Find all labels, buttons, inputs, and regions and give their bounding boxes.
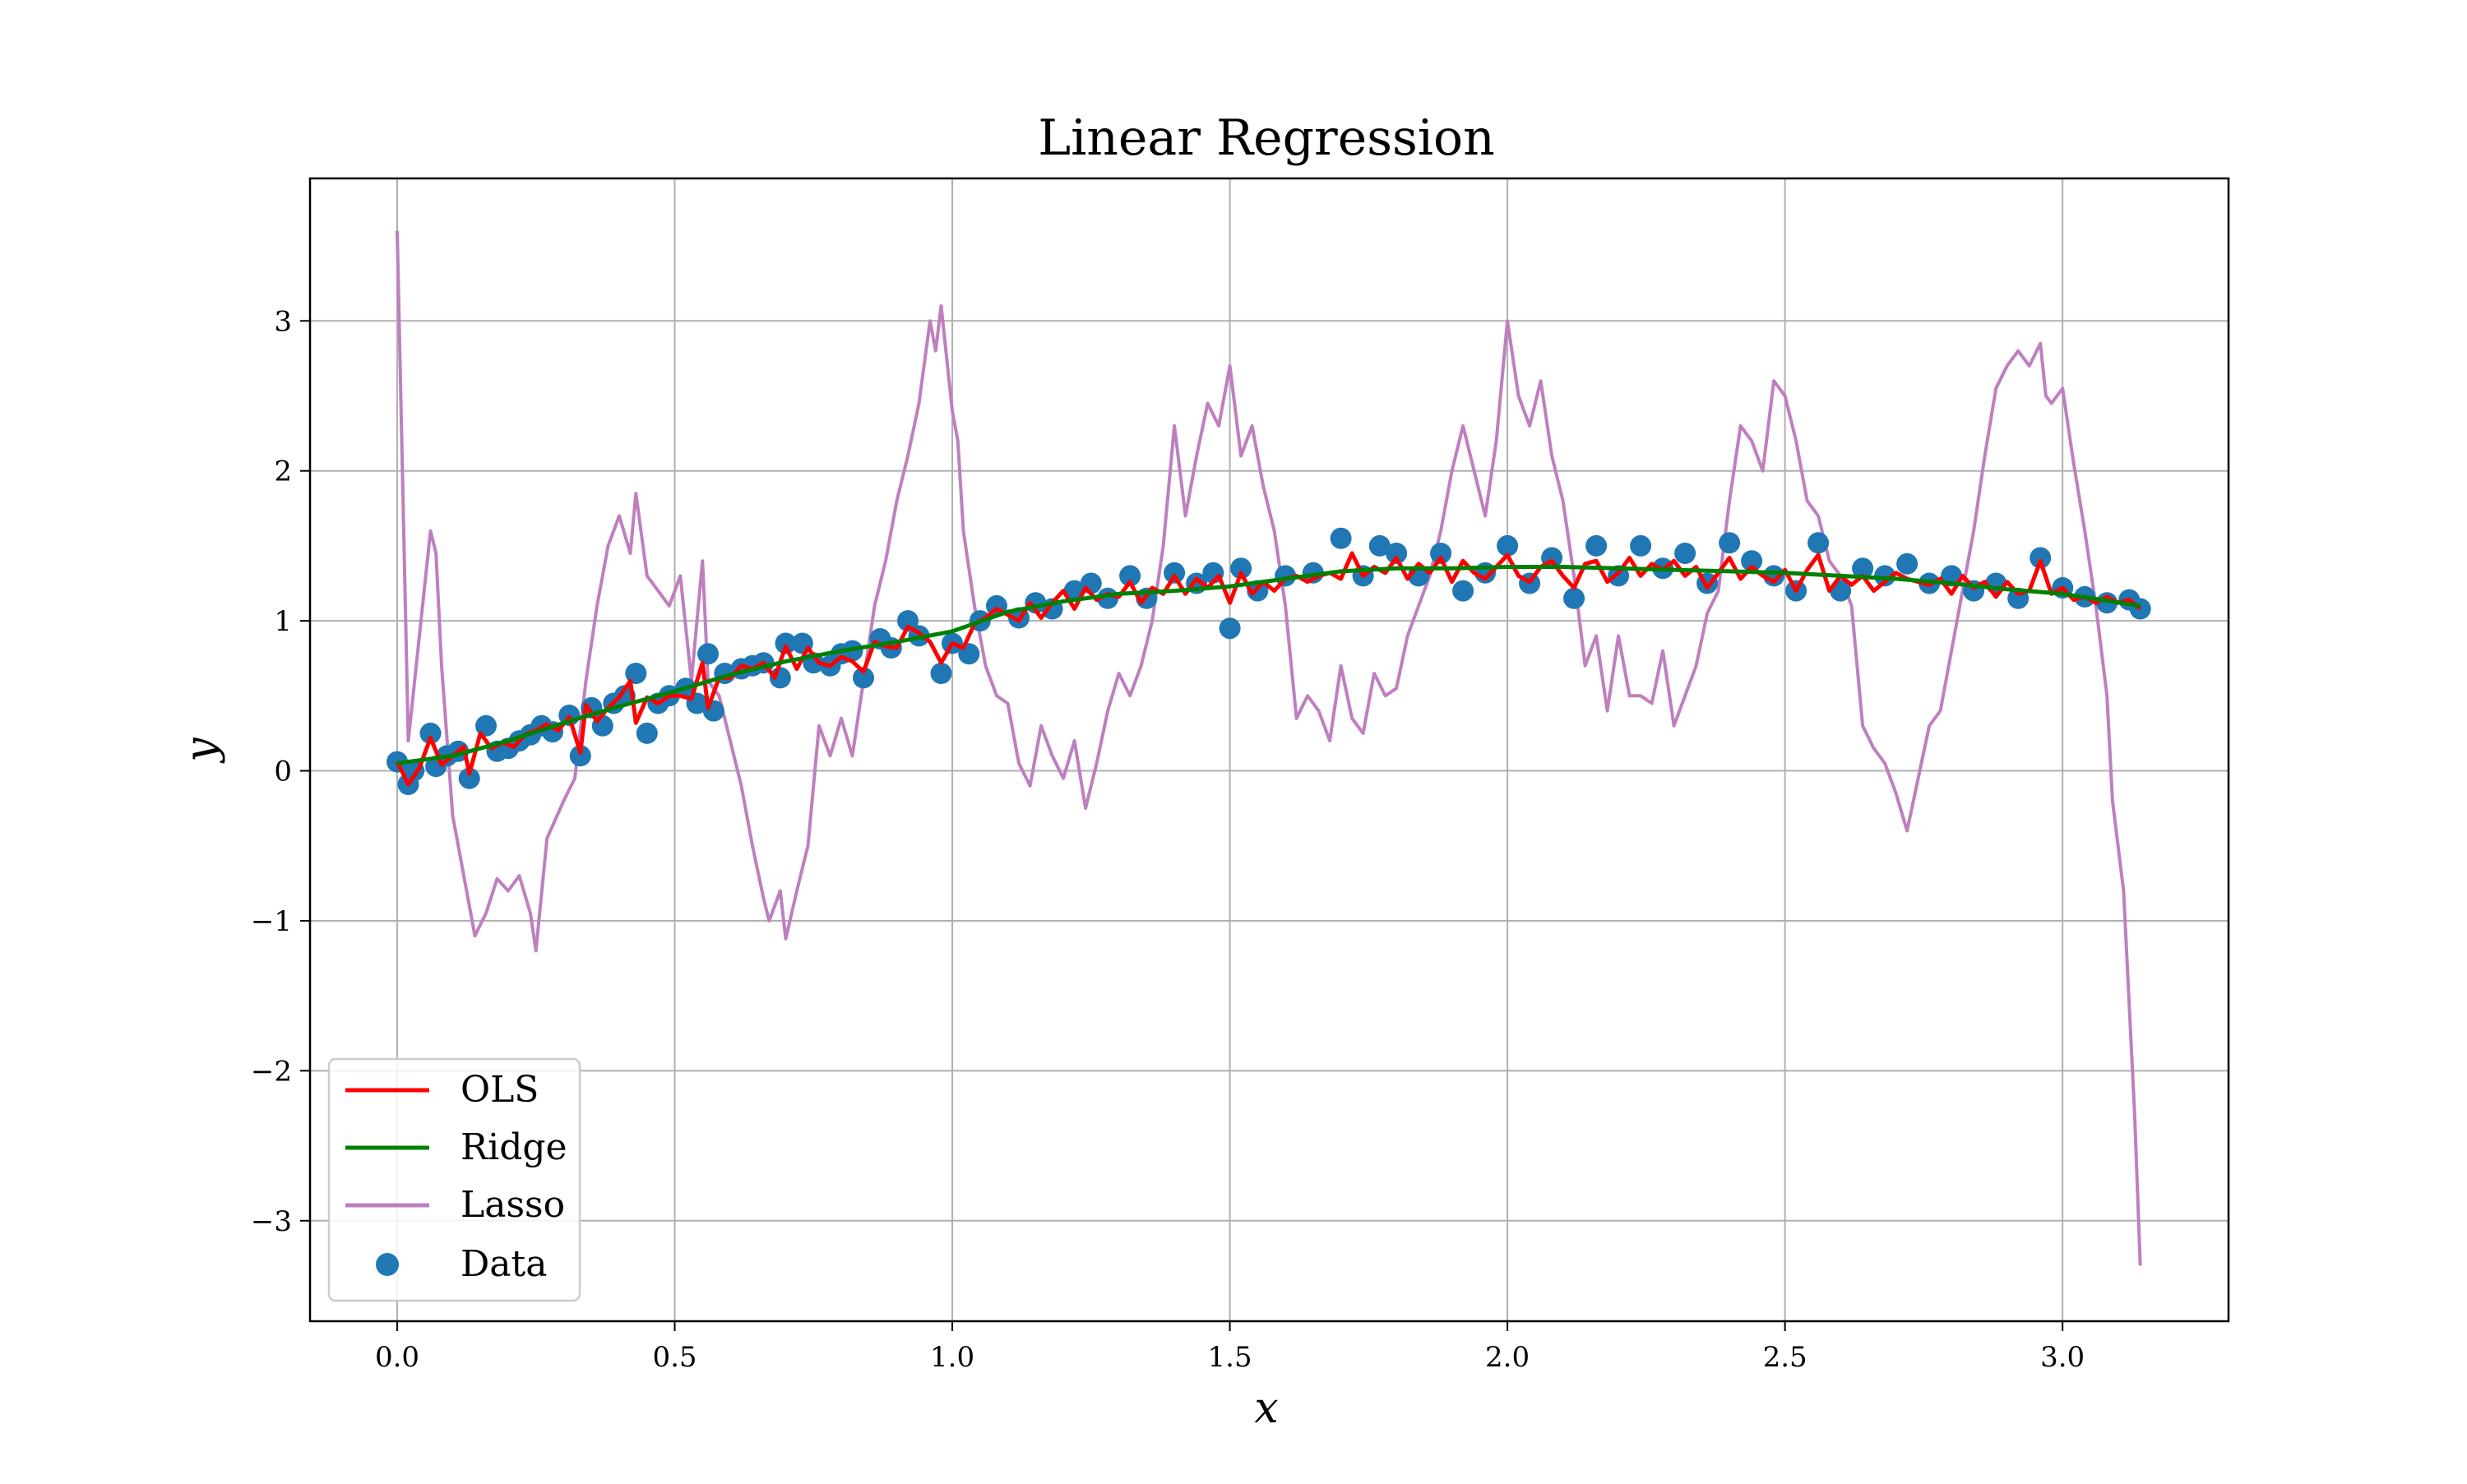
legend-label-ridge: Ridge xyxy=(461,1126,567,1168)
series-line-ols xyxy=(395,551,2142,787)
data-point xyxy=(475,714,497,737)
data-point xyxy=(636,722,658,744)
x-tick-label: 0.5 xyxy=(652,1341,697,1374)
data-point xyxy=(1230,557,1252,580)
legend-label-lasso: Lasso xyxy=(461,1184,565,1226)
data-point xyxy=(625,663,647,684)
data-point xyxy=(1119,565,1141,587)
data-point xyxy=(419,722,442,744)
data-point xyxy=(897,610,919,632)
series-line-lasso xyxy=(396,230,2142,1266)
data-point xyxy=(697,643,719,665)
legend-swatch-data xyxy=(376,1253,399,1276)
data-point xyxy=(1452,580,1474,602)
data-point xyxy=(930,663,952,684)
legend-label-data: Data xyxy=(461,1243,547,1285)
data-point xyxy=(1497,534,1519,557)
grid-layer xyxy=(310,178,2229,1321)
y-tick-label: −3 xyxy=(251,1205,292,1238)
data-point xyxy=(1386,543,1408,564)
ols-layer xyxy=(395,551,2142,787)
data-point xyxy=(1330,527,1352,549)
lasso-layer xyxy=(396,230,2142,1266)
data-point xyxy=(853,667,874,689)
data-point xyxy=(1585,534,1608,557)
data-point xyxy=(1368,534,1391,557)
plot-frame xyxy=(308,177,2230,1323)
data-point xyxy=(1719,532,1741,554)
y-tick-label: 3 xyxy=(274,305,292,338)
data-point xyxy=(2030,547,2052,569)
x-tick-label: 0.0 xyxy=(375,1341,419,1374)
chart-title: Linear Regression xyxy=(1038,109,1495,167)
legend-label-ols: OLS xyxy=(461,1069,539,1111)
data-point xyxy=(775,632,797,654)
data-point xyxy=(1874,565,1896,587)
data-point xyxy=(1430,543,1452,564)
x-tick-label: 1.5 xyxy=(1208,1341,1252,1374)
y-tick-label: 2 xyxy=(274,455,292,488)
data-point xyxy=(1630,534,1652,557)
series-line-ridge xyxy=(396,565,2141,765)
data-point xyxy=(1164,562,1186,584)
y-tick-label: 0 xyxy=(274,756,292,788)
data-point xyxy=(1896,552,1919,575)
x-tick-label: 2.5 xyxy=(1763,1341,1807,1374)
data-point xyxy=(1807,532,1830,554)
y-tick-label: −2 xyxy=(251,1055,292,1088)
data-point xyxy=(1741,550,1763,572)
data-point xyxy=(1219,617,1241,640)
y-axis-label: y xyxy=(177,737,226,764)
data-point xyxy=(1563,587,1585,609)
x-tick-label: 2.0 xyxy=(1485,1341,1530,1374)
y-tick-layer: −3 −2 −1 0 1 2 3 xyxy=(251,305,310,1238)
data-point xyxy=(458,767,480,789)
y-tick-label: −1 xyxy=(251,905,292,938)
y-tick-label: 1 xyxy=(274,605,292,638)
x-tick-layer: 0.0 0.5 1.0 1.5 2.0 2.5 3.0 xyxy=(375,1321,2085,1374)
legend-box xyxy=(327,1057,581,1302)
data-point xyxy=(1852,557,1874,580)
ridge-layer xyxy=(396,565,2141,765)
x-axis-label: x xyxy=(1254,1384,1278,1433)
data-point xyxy=(1674,543,1696,564)
legend: OLS Ridge Lasso Data xyxy=(327,1057,581,1302)
x-tick-label: 1.0 xyxy=(930,1341,974,1374)
data-point xyxy=(569,745,591,767)
x-tick-label: 3.0 xyxy=(2040,1341,2085,1374)
